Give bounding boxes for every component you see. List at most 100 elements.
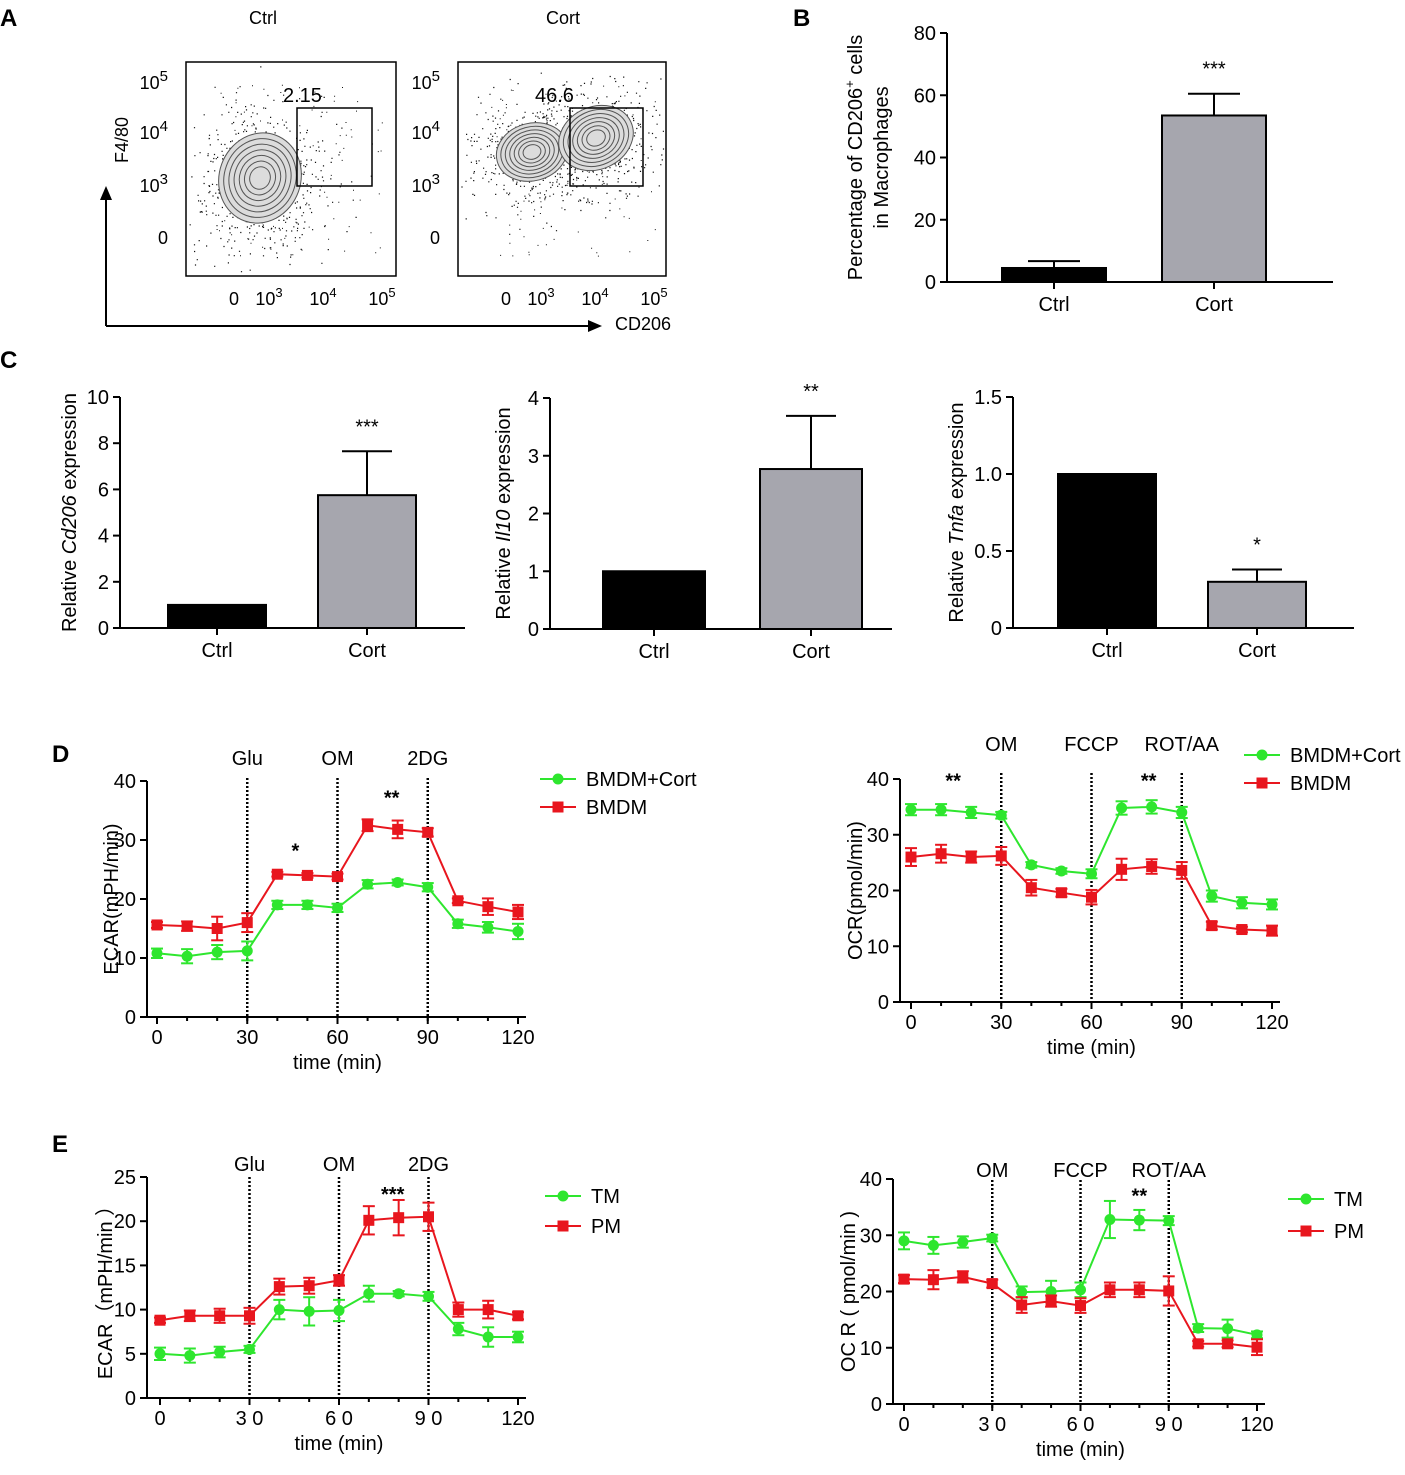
data-point bbox=[1266, 898, 1278, 910]
injection-label: FCCP bbox=[1053, 1160, 1107, 1182]
data-point bbox=[241, 945, 253, 957]
data-point bbox=[1266, 925, 1278, 937]
y-tick-label: 20 bbox=[867, 881, 889, 903]
data-point bbox=[181, 920, 193, 932]
flow-ytick-exponent: 4 bbox=[432, 118, 440, 135]
flow-plot-frame bbox=[457, 61, 667, 277]
data-point bbox=[1025, 859, 1037, 871]
data-point bbox=[1251, 1329, 1263, 1341]
data-point bbox=[241, 917, 253, 929]
y-tick-label: 5 bbox=[125, 1344, 136, 1366]
data-point bbox=[1176, 864, 1188, 876]
data-point bbox=[1146, 861, 1158, 873]
y-tick-label: 4 bbox=[528, 388, 539, 410]
data-point bbox=[512, 1310, 524, 1322]
data-point bbox=[184, 1350, 196, 1362]
data-point bbox=[995, 809, 1007, 821]
significance-marker: * bbox=[1253, 534, 1261, 556]
flow-gate-cort bbox=[569, 107, 644, 187]
y-tick-label: 30 bbox=[860, 1225, 882, 1247]
injection-label: 2DG bbox=[407, 748, 448, 770]
data-point bbox=[423, 1211, 434, 1223]
x-axis-label: time (min) bbox=[293, 1052, 382, 1074]
data-point bbox=[271, 868, 283, 880]
y-axis-label: Relative Il10 expression bbox=[493, 407, 515, 619]
data-point bbox=[927, 1274, 939, 1286]
significance-marker: ** bbox=[1141, 770, 1157, 792]
legend-label: TM bbox=[591, 1186, 620, 1208]
flow-xtick-label: 0 bbox=[229, 289, 239, 309]
injection-label: Glu bbox=[234, 1154, 265, 1176]
injection-label: FCCP bbox=[1064, 734, 1118, 756]
legend-marker bbox=[557, 1190, 569, 1202]
x-tick-label: 9 0 bbox=[1155, 1414, 1183, 1436]
x-tick-label: 30 bbox=[990, 1012, 1012, 1034]
flow-ytick-exponent: 5 bbox=[160, 68, 168, 85]
data-point bbox=[1163, 1215, 1175, 1227]
x-tick-label: 60 bbox=[1080, 1012, 1102, 1034]
data-point bbox=[184, 1310, 196, 1322]
injection-label: OM bbox=[985, 734, 1017, 756]
legend-label: PM bbox=[591, 1216, 621, 1238]
flow-contour bbox=[522, 144, 542, 160]
data-point bbox=[1055, 865, 1067, 877]
flow-ytick-label: 105 bbox=[140, 68, 168, 93]
chart-c-tnfa-expression: 0 0.5 1.0 1.5 Ctrl Cort * Relative Tnfa express… bbox=[946, 387, 1354, 662]
y-tick-label: 25 bbox=[114, 1167, 136, 1189]
series-bmdm-cort bbox=[151, 876, 524, 965]
flow-xtick-exponent: 3 bbox=[275, 285, 282, 300]
y-tick-label: 30 bbox=[867, 825, 889, 847]
panel-label-d: D bbox=[52, 741, 69, 768]
flow-gate-ctrl bbox=[296, 107, 373, 187]
data-point bbox=[935, 804, 947, 816]
data-point bbox=[154, 1314, 166, 1326]
x-tick-label-cort: Cort bbox=[1238, 640, 1276, 662]
y-axis-label: Percentage of CD206+ cells bbox=[842, 35, 867, 281]
injection-label: OM bbox=[321, 748, 353, 770]
data-point bbox=[512, 1331, 524, 1343]
y-tick-label: 1 bbox=[528, 561, 539, 583]
chart-c-il10-expression: 0 1 2 3 4 Ctrl Cort ** Relative Il10 expression bbox=[493, 381, 892, 663]
x-tick-label: 90 bbox=[417, 1027, 439, 1049]
y-tick-label: 3 bbox=[528, 446, 539, 468]
data-point bbox=[1016, 1286, 1028, 1298]
significance-marker: ** bbox=[1132, 1186, 1148, 1208]
flow-contour bbox=[218, 132, 302, 224]
data-point bbox=[986, 1232, 998, 1244]
flow-contour bbox=[228, 143, 292, 213]
injection-label: 2DG bbox=[408, 1154, 449, 1176]
data-point bbox=[1075, 1300, 1086, 1312]
data-point bbox=[1206, 890, 1218, 902]
y-tick-label: 10 bbox=[867, 936, 889, 958]
data-point bbox=[1045, 1295, 1057, 1307]
y-tick-label: 20 bbox=[860, 1282, 882, 1304]
x-tick-label: 120 bbox=[501, 1408, 534, 1430]
x-tick-label: 30 bbox=[236, 1027, 258, 1049]
flow-contour bbox=[518, 140, 546, 164]
x-tick-label-cort: Cort bbox=[1195, 294, 1233, 316]
data-point bbox=[965, 851, 977, 863]
flow-ctrl-title: Ctrl bbox=[249, 8, 277, 28]
y-tick-label: 0 bbox=[925, 272, 936, 294]
data-point bbox=[244, 1310, 255, 1322]
x-tick-label: 6 0 bbox=[325, 1408, 353, 1430]
data-point bbox=[512, 925, 524, 937]
x-axis-label: time (min) bbox=[1036, 1439, 1125, 1461]
chart-e-ecar: 0 5 10 15 20 25 0 3 0 6 0 9 0 120 time (min) ECAR（mP… bbox=[94, 1154, 621, 1455]
y-tick-label: 40 bbox=[114, 771, 136, 793]
flow-contour bbox=[223, 138, 297, 218]
flow-ytick-label: 103 bbox=[140, 171, 168, 196]
y-axis-label-prefix: Relative bbox=[59, 554, 81, 632]
y-tick-label: 20 bbox=[114, 1211, 136, 1233]
bar-ctrl bbox=[1001, 266, 1107, 283]
data-point bbox=[898, 1235, 910, 1247]
bar-ctrl bbox=[1057, 473, 1157, 629]
y-tick-label: 10 bbox=[87, 387, 109, 409]
data-point bbox=[1222, 1338, 1234, 1350]
data-point bbox=[181, 950, 193, 962]
data-point bbox=[214, 1310, 226, 1322]
flow-x-label: CD206 bbox=[615, 314, 671, 334]
injection-label: ROT/AA bbox=[1132, 1160, 1207, 1182]
y-axis-label: OCR(pmol/min) bbox=[845, 821, 867, 960]
flow-contour bbox=[243, 160, 277, 196]
